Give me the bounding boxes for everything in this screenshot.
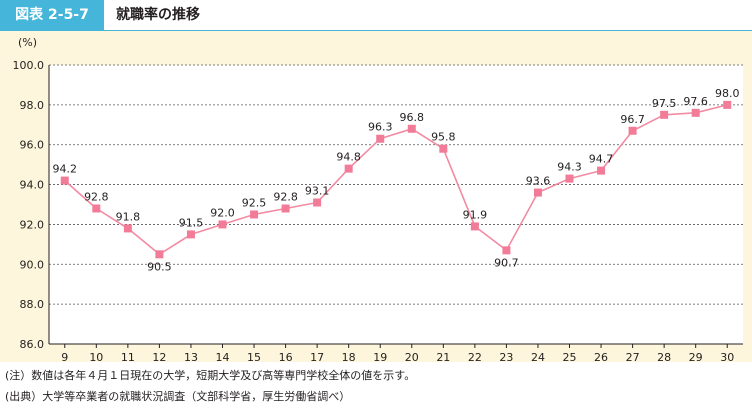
data-point <box>628 126 637 135</box>
data-point <box>691 108 700 117</box>
series-line <box>64 104 728 256</box>
data-point <box>376 134 385 143</box>
data-point <box>250 210 259 219</box>
data-point <box>218 220 227 229</box>
x-tick-label: 13 <box>184 351 198 362</box>
x-tick-label: 29 <box>689 351 703 362</box>
data-point <box>723 100 732 109</box>
data-point <box>186 230 195 239</box>
data-label: 97.5 <box>652 97 677 110</box>
figure-label: 図表 2-5-7 <box>0 0 104 30</box>
x-tick-label: 17 <box>310 351 324 362</box>
data-label: 96.3 <box>368 121 393 134</box>
x-tick-label: 10 <box>89 351 103 362</box>
x-tick-label: 27 <box>626 351 640 362</box>
x-tick-label: 16 <box>279 351 293 362</box>
data-label: 96.8 <box>400 111 425 124</box>
data-point <box>281 204 290 213</box>
data-point <box>533 188 542 197</box>
data-point <box>313 198 322 207</box>
data-label: 91.9 <box>463 208 488 221</box>
data-point <box>597 166 606 175</box>
y-tick-label: 92.0 <box>20 218 45 231</box>
data-label: 94.7 <box>589 153 614 166</box>
x-tick-label: 20 <box>405 351 419 362</box>
data-label: 90.7 <box>494 256 519 269</box>
chart-panel: (%) 86.0 88.0 90.0 92.0 94.0 96.0 98.0 100.0 9 10… <box>0 31 752 362</box>
data-label: 94.8 <box>336 151 361 164</box>
x-tick-label: 14 <box>216 351 230 362</box>
data-point <box>155 250 164 259</box>
y-tick-label: 96.0 <box>20 139 45 152</box>
x-tick-label: 26 <box>594 351 608 362</box>
figure-title: 就職率の推移 <box>116 7 200 23</box>
x-tick-label: 15 <box>247 351 261 362</box>
data-point <box>565 174 574 183</box>
data-label: 93.1 <box>305 185 330 198</box>
data-label: 98.0 <box>715 87 740 100</box>
data-label: 95.8 <box>431 131 456 144</box>
data-label: 92.8 <box>84 190 109 203</box>
y-tick-label: 88.0 <box>20 298 45 311</box>
y-axis-unit-label: (%) <box>18 36 37 49</box>
data-point <box>502 246 511 255</box>
data-label: 93.6 <box>526 175 551 188</box>
data-label: 91.5 <box>179 216 204 229</box>
data-point <box>470 222 479 231</box>
x-tick-label: 19 <box>373 351 387 362</box>
x-tick-label: 9 <box>61 351 68 362</box>
x-tick-label: 18 <box>342 351 356 362</box>
x-tick-label: 24 <box>531 351 545 362</box>
line-chart: (%) 86.0 88.0 90.0 92.0 94.0 96.0 98.0 100.0 9 10… <box>13 36 743 362</box>
y-tick-label: 94.0 <box>20 179 45 192</box>
x-tick-label: 25 <box>563 351 577 362</box>
figure-header: 図表 2-5-7 就職率の推移 <box>0 0 752 32</box>
y-tick-label: 90.0 <box>20 258 45 271</box>
x-tick-label: 21 <box>436 351 450 362</box>
data-label: 96.7 <box>620 113 645 126</box>
data-point <box>660 110 669 119</box>
data-point <box>60 176 69 185</box>
chart-note: (注）数値は各年４月１日現在の大学，短期大学及び高等専門学校全体の値を示す。 <box>5 369 416 382</box>
data-label: 94.2 <box>53 163 78 176</box>
data-point <box>92 204 101 213</box>
x-tick-label: 11 <box>121 351 135 362</box>
data-label: 91.8 <box>116 210 141 223</box>
data-point <box>344 164 353 173</box>
y-tick-label: 98.0 <box>20 99 45 112</box>
data-point <box>407 124 416 133</box>
y-tick-label: 86.0 <box>20 338 45 351</box>
x-tick-label: 28 <box>657 351 671 362</box>
chart-source: (出典）大学等卒業者の就職状況調査（文部科学省，厚生労働省調べ） <box>5 390 351 403</box>
data-label: 92.0 <box>210 206 235 219</box>
data-point <box>123 224 132 233</box>
plot-area <box>49 65 743 344</box>
data-label: 92.5 <box>242 196 267 209</box>
data-label: 92.8 <box>273 190 298 203</box>
y-tick-label: 100.0 <box>13 59 45 72</box>
x-tick-label: 23 <box>499 351 513 362</box>
data-label: 94.3 <box>557 161 582 174</box>
data-label: 90.5 <box>147 260 172 273</box>
data-label: 97.6 <box>683 95 708 108</box>
x-tick-label: 30 <box>720 351 734 362</box>
data-point <box>439 144 448 153</box>
x-tick-label: 12 <box>152 351 166 362</box>
x-tick-label: 22 <box>468 351 482 362</box>
